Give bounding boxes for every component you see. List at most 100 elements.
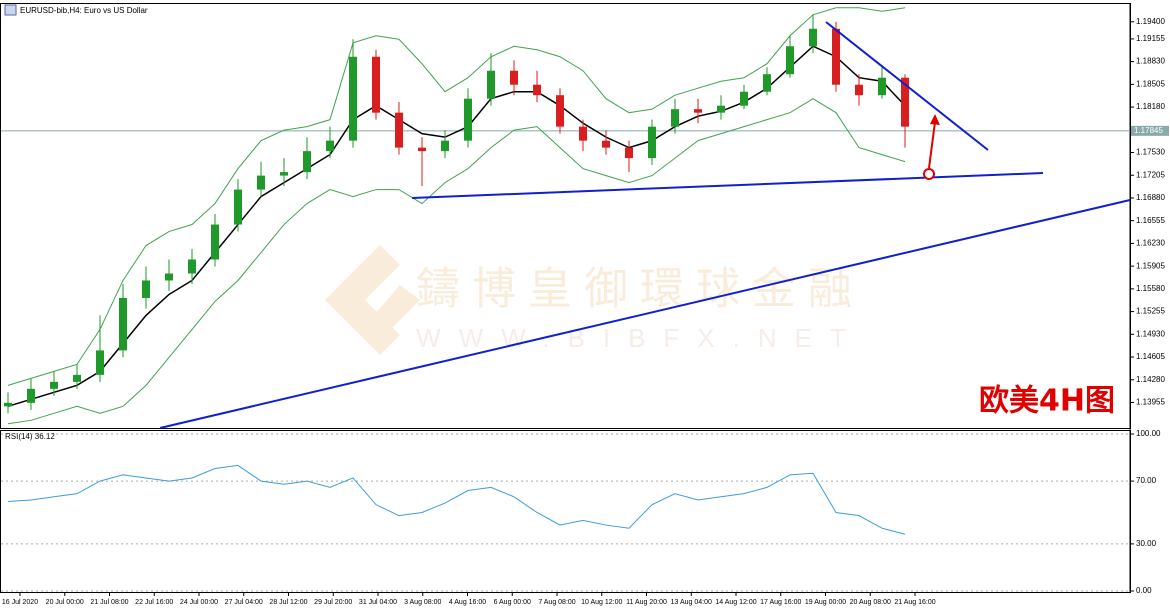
y-tick-label: 1.16555 bbox=[1136, 216, 1165, 225]
rsi-title: RSI(14) 36.12 bbox=[5, 432, 55, 441]
candle-body bbox=[257, 175, 265, 190]
candle-body bbox=[73, 374, 81, 382]
candle-body bbox=[165, 273, 173, 281]
candle-body bbox=[50, 381, 58, 389]
x-tick-label: 11 Aug 20:00 bbox=[626, 599, 667, 606]
candle-body bbox=[96, 350, 104, 375]
moving-average bbox=[7, 45, 906, 408]
y-tick-label: 1.14930 bbox=[1136, 329, 1165, 338]
candle-body bbox=[142, 280, 150, 298]
x-tick-label: 21 Jul 08:00 bbox=[90, 599, 128, 606]
y-tick-label: 1.15580 bbox=[1136, 284, 1165, 293]
y-tick-label: 1.18830 bbox=[1136, 57, 1165, 66]
candle-body bbox=[326, 140, 334, 152]
candle-body bbox=[809, 28, 817, 47]
y-tick-label: 1.16230 bbox=[1136, 239, 1165, 248]
candle-body bbox=[211, 224, 219, 260]
x-tick-label: 10 Aug 12:00 bbox=[581, 599, 622, 606]
trendline bbox=[159, 199, 1131, 429]
current-price-label: 1.17845 bbox=[1134, 126, 1163, 135]
candle-body bbox=[556, 95, 564, 127]
candle-body bbox=[188, 259, 196, 274]
x-tick-label: 22 Jul 16:00 bbox=[135, 599, 173, 606]
candle-body bbox=[671, 109, 679, 127]
candle-body bbox=[510, 70, 518, 85]
candle-body bbox=[487, 70, 495, 99]
watermark-logo bbox=[325, 245, 400, 355]
candle-body bbox=[27, 388, 35, 403]
y-tick-label: 1.14280 bbox=[1136, 375, 1165, 384]
marker bbox=[923, 168, 935, 180]
candle-body bbox=[234, 189, 242, 225]
y-tick-label: 1.19400 bbox=[1136, 17, 1165, 26]
bollinger-band bbox=[7, 98, 906, 425]
arrow-head bbox=[930, 114, 940, 125]
x-tick-label: 16 Jul 2020 bbox=[2, 599, 38, 606]
y-tick-label: 1.18180 bbox=[1136, 102, 1165, 111]
watermark-logo bbox=[370, 285, 420, 335]
candle-body bbox=[878, 77, 886, 96]
y-tick-label: 1.15255 bbox=[1136, 307, 1165, 316]
candle-body bbox=[441, 140, 449, 152]
x-tick-label: 28 Jul 12:00 bbox=[269, 599, 307, 606]
candle-body bbox=[901, 77, 909, 127]
candle-body bbox=[280, 172, 288, 176]
y-tick-label: 70.00 bbox=[1136, 476, 1157, 485]
trendline bbox=[825, 21, 989, 151]
y-tick-label: 1.15905 bbox=[1136, 261, 1165, 270]
x-tick-label: 31 Jul 04:00 bbox=[359, 599, 397, 606]
arrow bbox=[928, 121, 936, 169]
bollinger-band bbox=[7, 7, 906, 386]
x-tick-label: 20 Jul 00:00 bbox=[46, 599, 84, 606]
candle-body bbox=[418, 147, 426, 152]
y-tick-label: 100.00 bbox=[1136, 429, 1161, 438]
x-tick-label: 6 Aug 00:00 bbox=[494, 599, 531, 606]
y-tick-label: 1.17205 bbox=[1136, 170, 1165, 179]
candle-body bbox=[395, 112, 403, 148]
x-tick-label: 7 Aug 08:00 bbox=[538, 599, 575, 606]
candle-body bbox=[533, 84, 541, 96]
x-tick-label: 21 Aug 16:00 bbox=[894, 599, 935, 606]
candle-body bbox=[625, 147, 633, 159]
candle-body bbox=[648, 126, 656, 159]
candle-body bbox=[372, 56, 380, 113]
x-tick-label: 14 Aug 12:00 bbox=[715, 599, 756, 606]
candle-body bbox=[855, 84, 863, 96]
x-tick-label: 17 Aug 16:00 bbox=[760, 599, 801, 606]
rsi-line bbox=[7, 464, 906, 535]
y-tick-label: 30.00 bbox=[1136, 539, 1157, 548]
candle-body bbox=[579, 126, 587, 141]
x-tick-label: 19 Aug 00:00 bbox=[805, 599, 846, 606]
x-tick-label: 29 Jul 20:00 bbox=[314, 599, 352, 606]
y-tick-label: 1.16880 bbox=[1136, 193, 1165, 202]
watermark-url: WWW.BIBFX.NET bbox=[416, 323, 864, 353]
candle-body bbox=[303, 151, 311, 173]
y-tick-label: 1.13955 bbox=[1136, 398, 1165, 407]
y-tick-label: 1.18505 bbox=[1136, 79, 1165, 88]
candle-body bbox=[786, 46, 794, 75]
chart-title: EURUSD-bib,H4: Euro vs US Dollar bbox=[20, 6, 148, 15]
y-tick-label: 1.17530 bbox=[1136, 148, 1165, 157]
candle-body bbox=[349, 56, 357, 141]
watermark-text: 鑄博皇御環球金融 bbox=[416, 265, 864, 314]
candle-body bbox=[4, 402, 12, 407]
x-tick-label: 27 Jul 04:00 bbox=[225, 599, 263, 606]
y-tick-label: 1.19155 bbox=[1136, 34, 1165, 43]
symbol-icon bbox=[4, 4, 17, 16]
candle-body bbox=[832, 28, 840, 85]
annotation: 欧美4H图 bbox=[979, 384, 1115, 419]
x-tick-label: 4 Aug 16:00 bbox=[449, 599, 486, 606]
current-price-box bbox=[1131, 125, 1169, 136]
x-tick-label: 13 Aug 04:00 bbox=[671, 599, 712, 606]
watermark: 鑄博皇御環球金融 WWW.BIBFX.NET bbox=[325, 245, 864, 355]
candle-body bbox=[602, 140, 610, 148]
y-tick-label: 0.00 bbox=[1136, 586, 1152, 595]
y-tick-label: 1.14605 bbox=[1136, 352, 1165, 361]
x-tick-label: 3 Aug 08:00 bbox=[404, 599, 441, 606]
candle-body bbox=[694, 109, 702, 113]
candle-body bbox=[717, 105, 725, 113]
candle-body bbox=[763, 74, 771, 92]
candle-body bbox=[464, 98, 472, 141]
